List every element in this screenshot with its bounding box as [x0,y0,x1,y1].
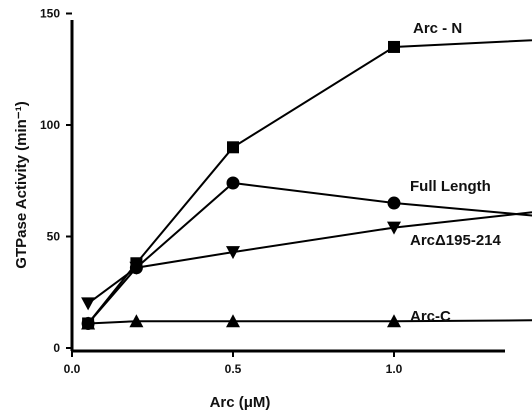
series-line [88,319,532,325]
y-tick-label: 0 [53,341,60,355]
series-label: Arc-C [410,308,451,325]
triangle-down-marker [226,246,240,260]
x-tick-label: 0.5 [225,362,242,376]
y-tick-label: 100 [40,118,60,132]
series-label: Full Length [410,178,491,195]
axis-lines [70,20,505,353]
circle-marker [387,196,401,210]
triangle-up-marker [81,316,96,330]
x-tick-label: 1.0 [386,362,403,376]
triangle-down-marker [387,221,401,235]
y-tick-label: 50 [47,230,61,244]
y-tick-label: 150 [40,7,60,21]
axis-tick-labels: 0.00.51.01.52.02.5050100150 [40,7,403,377]
square-marker [388,40,400,53]
x-tick-label: 0.0 [64,362,81,376]
circle-marker [129,261,143,275]
triangle-up-marker [226,314,240,328]
series-labels: Arc - N Full Length ArcΔ195-214 Arc-C [410,20,502,325]
x-axis-title: Arc (μM) [210,394,271,411]
axis-ticks [66,12,395,357]
triangle-down-marker [81,297,96,311]
triangle-up-marker [129,314,144,328]
series-markers [81,40,401,330]
square-marker [227,141,239,154]
series-line [87,181,532,325]
series-label: Arc - N [413,20,462,37]
triangle-up-marker [387,314,401,328]
series-label: ArcΔ195-214 [410,232,502,249]
y-axis-title: GTPase Activity (min⁻¹) [13,101,30,268]
circle-marker [226,176,240,190]
